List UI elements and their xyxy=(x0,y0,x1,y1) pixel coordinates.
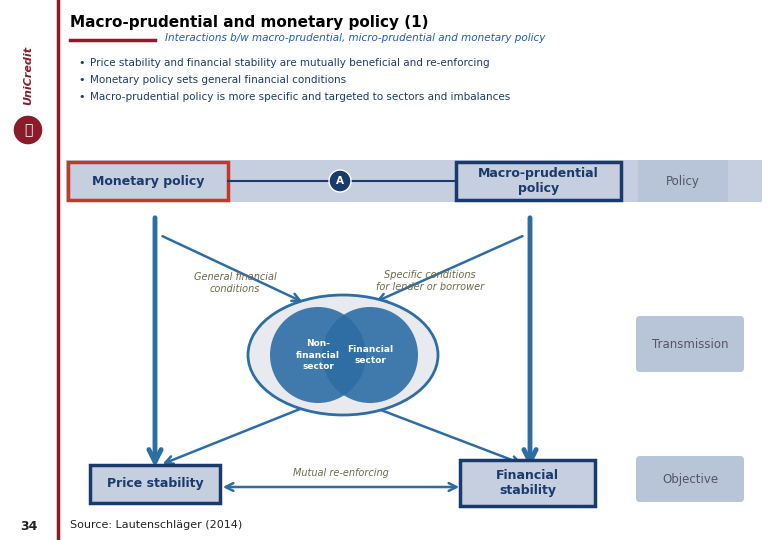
Text: Financial
stability: Financial stability xyxy=(496,469,559,497)
Text: UniCredit: UniCredit xyxy=(23,45,33,105)
Text: Transmission: Transmission xyxy=(652,338,729,350)
Text: •: • xyxy=(78,75,84,85)
FancyBboxPatch shape xyxy=(66,160,762,202)
Text: •: • xyxy=(78,92,84,102)
Circle shape xyxy=(322,307,418,403)
Text: Macro-prudential
policy: Macro-prudential policy xyxy=(478,167,599,195)
FancyBboxPatch shape xyxy=(636,316,744,372)
Text: Price stability and financial stability are mutually beneficial and re-enforcing: Price stability and financial stability … xyxy=(90,58,490,68)
Text: Non-
financial
sector: Non- financial sector xyxy=(296,339,340,372)
Text: Interactions b/w macro-prudential, micro-prudential and monetary policy: Interactions b/w macro-prudential, micro… xyxy=(165,33,545,43)
Text: Policy: Policy xyxy=(666,174,700,187)
Text: General financial
conditions: General financial conditions xyxy=(193,272,276,294)
Text: Specific conditions
for lender or borrower: Specific conditions for lender or borrow… xyxy=(376,270,484,292)
Text: Macro-prudential and monetary policy (1): Macro-prudential and monetary policy (1) xyxy=(70,15,428,30)
Text: A: A xyxy=(336,176,344,186)
Text: Source: Lautenschläger (2014): Source: Lautenschläger (2014) xyxy=(70,520,243,530)
FancyBboxPatch shape xyxy=(456,162,621,200)
Text: Monetary policy sets general financial conditions: Monetary policy sets general financial c… xyxy=(90,75,346,85)
Text: Mutual re-enforcing: Mutual re-enforcing xyxy=(293,468,389,478)
Text: Ⓤ: Ⓤ xyxy=(24,123,32,137)
Circle shape xyxy=(329,170,351,192)
Text: Macro-prudential policy is more specific and targeted to sectors and imbalances: Macro-prudential policy is more specific… xyxy=(90,92,510,102)
Circle shape xyxy=(13,115,43,145)
FancyBboxPatch shape xyxy=(68,162,228,200)
FancyBboxPatch shape xyxy=(636,456,744,502)
FancyBboxPatch shape xyxy=(460,460,595,506)
Text: 34: 34 xyxy=(20,520,37,533)
Circle shape xyxy=(270,307,366,403)
Text: •: • xyxy=(78,58,84,68)
Text: Financial
sector: Financial sector xyxy=(347,345,393,366)
Text: Price stability: Price stability xyxy=(107,477,204,490)
FancyBboxPatch shape xyxy=(638,160,728,202)
FancyBboxPatch shape xyxy=(90,465,220,503)
Text: Monetary policy: Monetary policy xyxy=(92,174,204,187)
Text: Objective: Objective xyxy=(662,472,718,485)
Ellipse shape xyxy=(248,295,438,415)
